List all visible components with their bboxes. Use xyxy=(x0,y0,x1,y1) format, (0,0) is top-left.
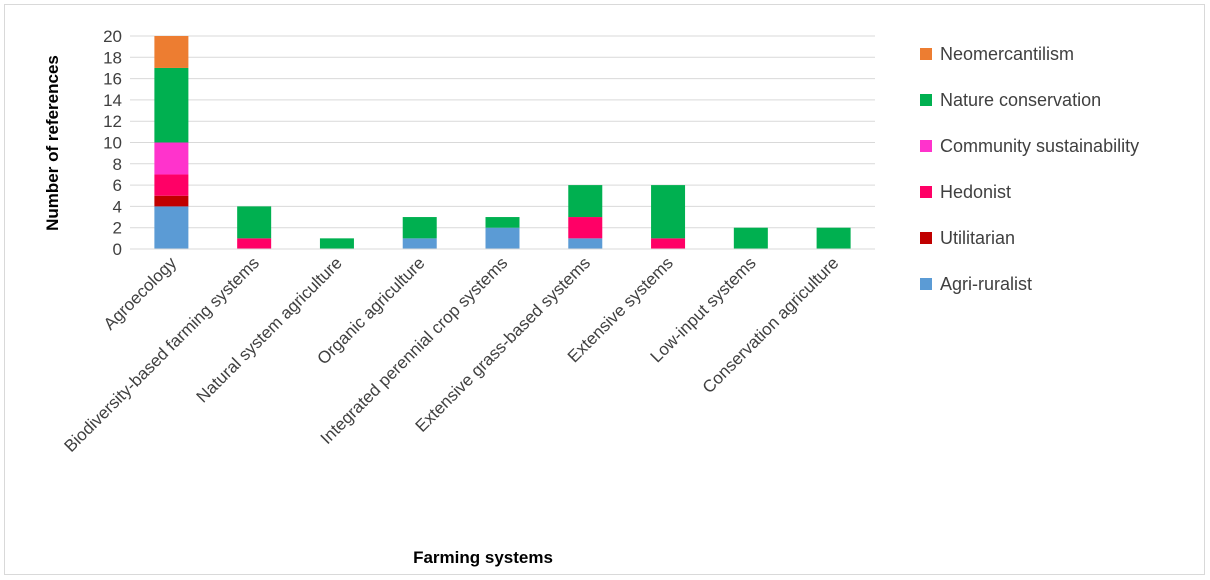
bar-segment-nature-conservation xyxy=(319,238,354,249)
bar-segment-utilitarian xyxy=(154,195,189,207)
bar-segment-nature-conservation xyxy=(651,185,686,239)
bar-segment-neomercantilism xyxy=(154,36,189,68)
legend-swatch xyxy=(920,232,932,244)
y-tick-label: 16 xyxy=(103,70,122,89)
bar-segment-nature-conservation xyxy=(733,227,768,249)
legend-swatch xyxy=(920,94,932,106)
bar-segment-agri-ruralist xyxy=(402,238,437,249)
bar-segment-agri-ruralist xyxy=(485,227,520,249)
legend-label: Nature conservation xyxy=(940,90,1101,110)
legend-label: Utilitarian xyxy=(940,228,1015,248)
bars xyxy=(154,36,851,249)
legend-swatch xyxy=(920,48,932,60)
category-label: Extensive grass-based systems xyxy=(412,253,594,435)
legend-swatch xyxy=(920,186,932,198)
legend-swatch xyxy=(920,278,932,290)
y-tick-label: 2 xyxy=(113,219,122,238)
y-tick-label: 4 xyxy=(113,197,122,216)
bar-segment-nature-conservation xyxy=(568,185,603,218)
legend-label: Neomercantilism xyxy=(940,44,1074,64)
bar-segment-nature-conservation xyxy=(485,217,520,228)
y-tick-label: 6 xyxy=(113,176,122,195)
bar-segment-nature-conservation xyxy=(154,67,189,143)
bar-segment-hedonist xyxy=(154,174,189,196)
y-tick-label: 20 xyxy=(103,27,122,46)
bar-segment-hedonist xyxy=(651,238,686,249)
y-tick-label: 0 xyxy=(113,240,122,259)
y-tick-label: 8 xyxy=(113,155,122,174)
bar-segment-nature-conservation xyxy=(237,206,272,239)
bar-segment-nature-conservation xyxy=(816,227,851,249)
y-tick-label: 18 xyxy=(103,48,122,67)
category-label: Natural system agriculture xyxy=(193,253,346,406)
legend-label: Hedonist xyxy=(940,182,1011,202)
legend-label: Community sustainability xyxy=(940,136,1139,156)
bar-segment-hedonist xyxy=(568,217,603,239)
bar-segment-agri-ruralist xyxy=(154,206,189,249)
legend-swatch xyxy=(920,140,932,152)
category-label: Agroecology xyxy=(100,253,181,334)
y-tick-label: 10 xyxy=(103,134,122,153)
chart-frame xyxy=(4,4,1205,575)
y-axis-title: Number of references xyxy=(43,55,62,231)
bar-segment-agri-ruralist xyxy=(568,238,603,249)
y-tick-label: 12 xyxy=(103,112,122,131)
legend-label: Agri-ruralist xyxy=(940,274,1032,294)
bar-segment-hedonist xyxy=(237,238,272,249)
gridlines xyxy=(130,35,875,229)
category-label: Conservation agriculture xyxy=(699,253,843,397)
y-tick-label: 14 xyxy=(103,91,122,110)
x-axis-title: Farming systems xyxy=(413,548,553,567)
bar-segment-nature-conservation xyxy=(402,217,437,239)
bar-segment-community-sustainability xyxy=(154,142,189,175)
y-axis-ticks: 0 2 4 6 8 10 12 14 16 18 20 xyxy=(103,27,122,259)
legend: Neomercantilism Nature conservation Commun… xyxy=(920,44,1139,294)
